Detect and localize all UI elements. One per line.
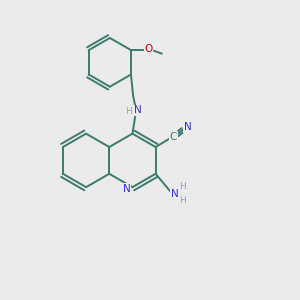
Text: N: N: [123, 184, 131, 194]
Text: N: N: [171, 189, 178, 199]
Text: H: H: [125, 107, 132, 116]
Text: N: N: [184, 122, 191, 132]
Text: C: C: [170, 132, 177, 142]
Text: N: N: [134, 105, 142, 115]
Text: O: O: [145, 44, 153, 54]
Text: H: H: [179, 196, 186, 205]
Text: H: H: [179, 182, 186, 191]
